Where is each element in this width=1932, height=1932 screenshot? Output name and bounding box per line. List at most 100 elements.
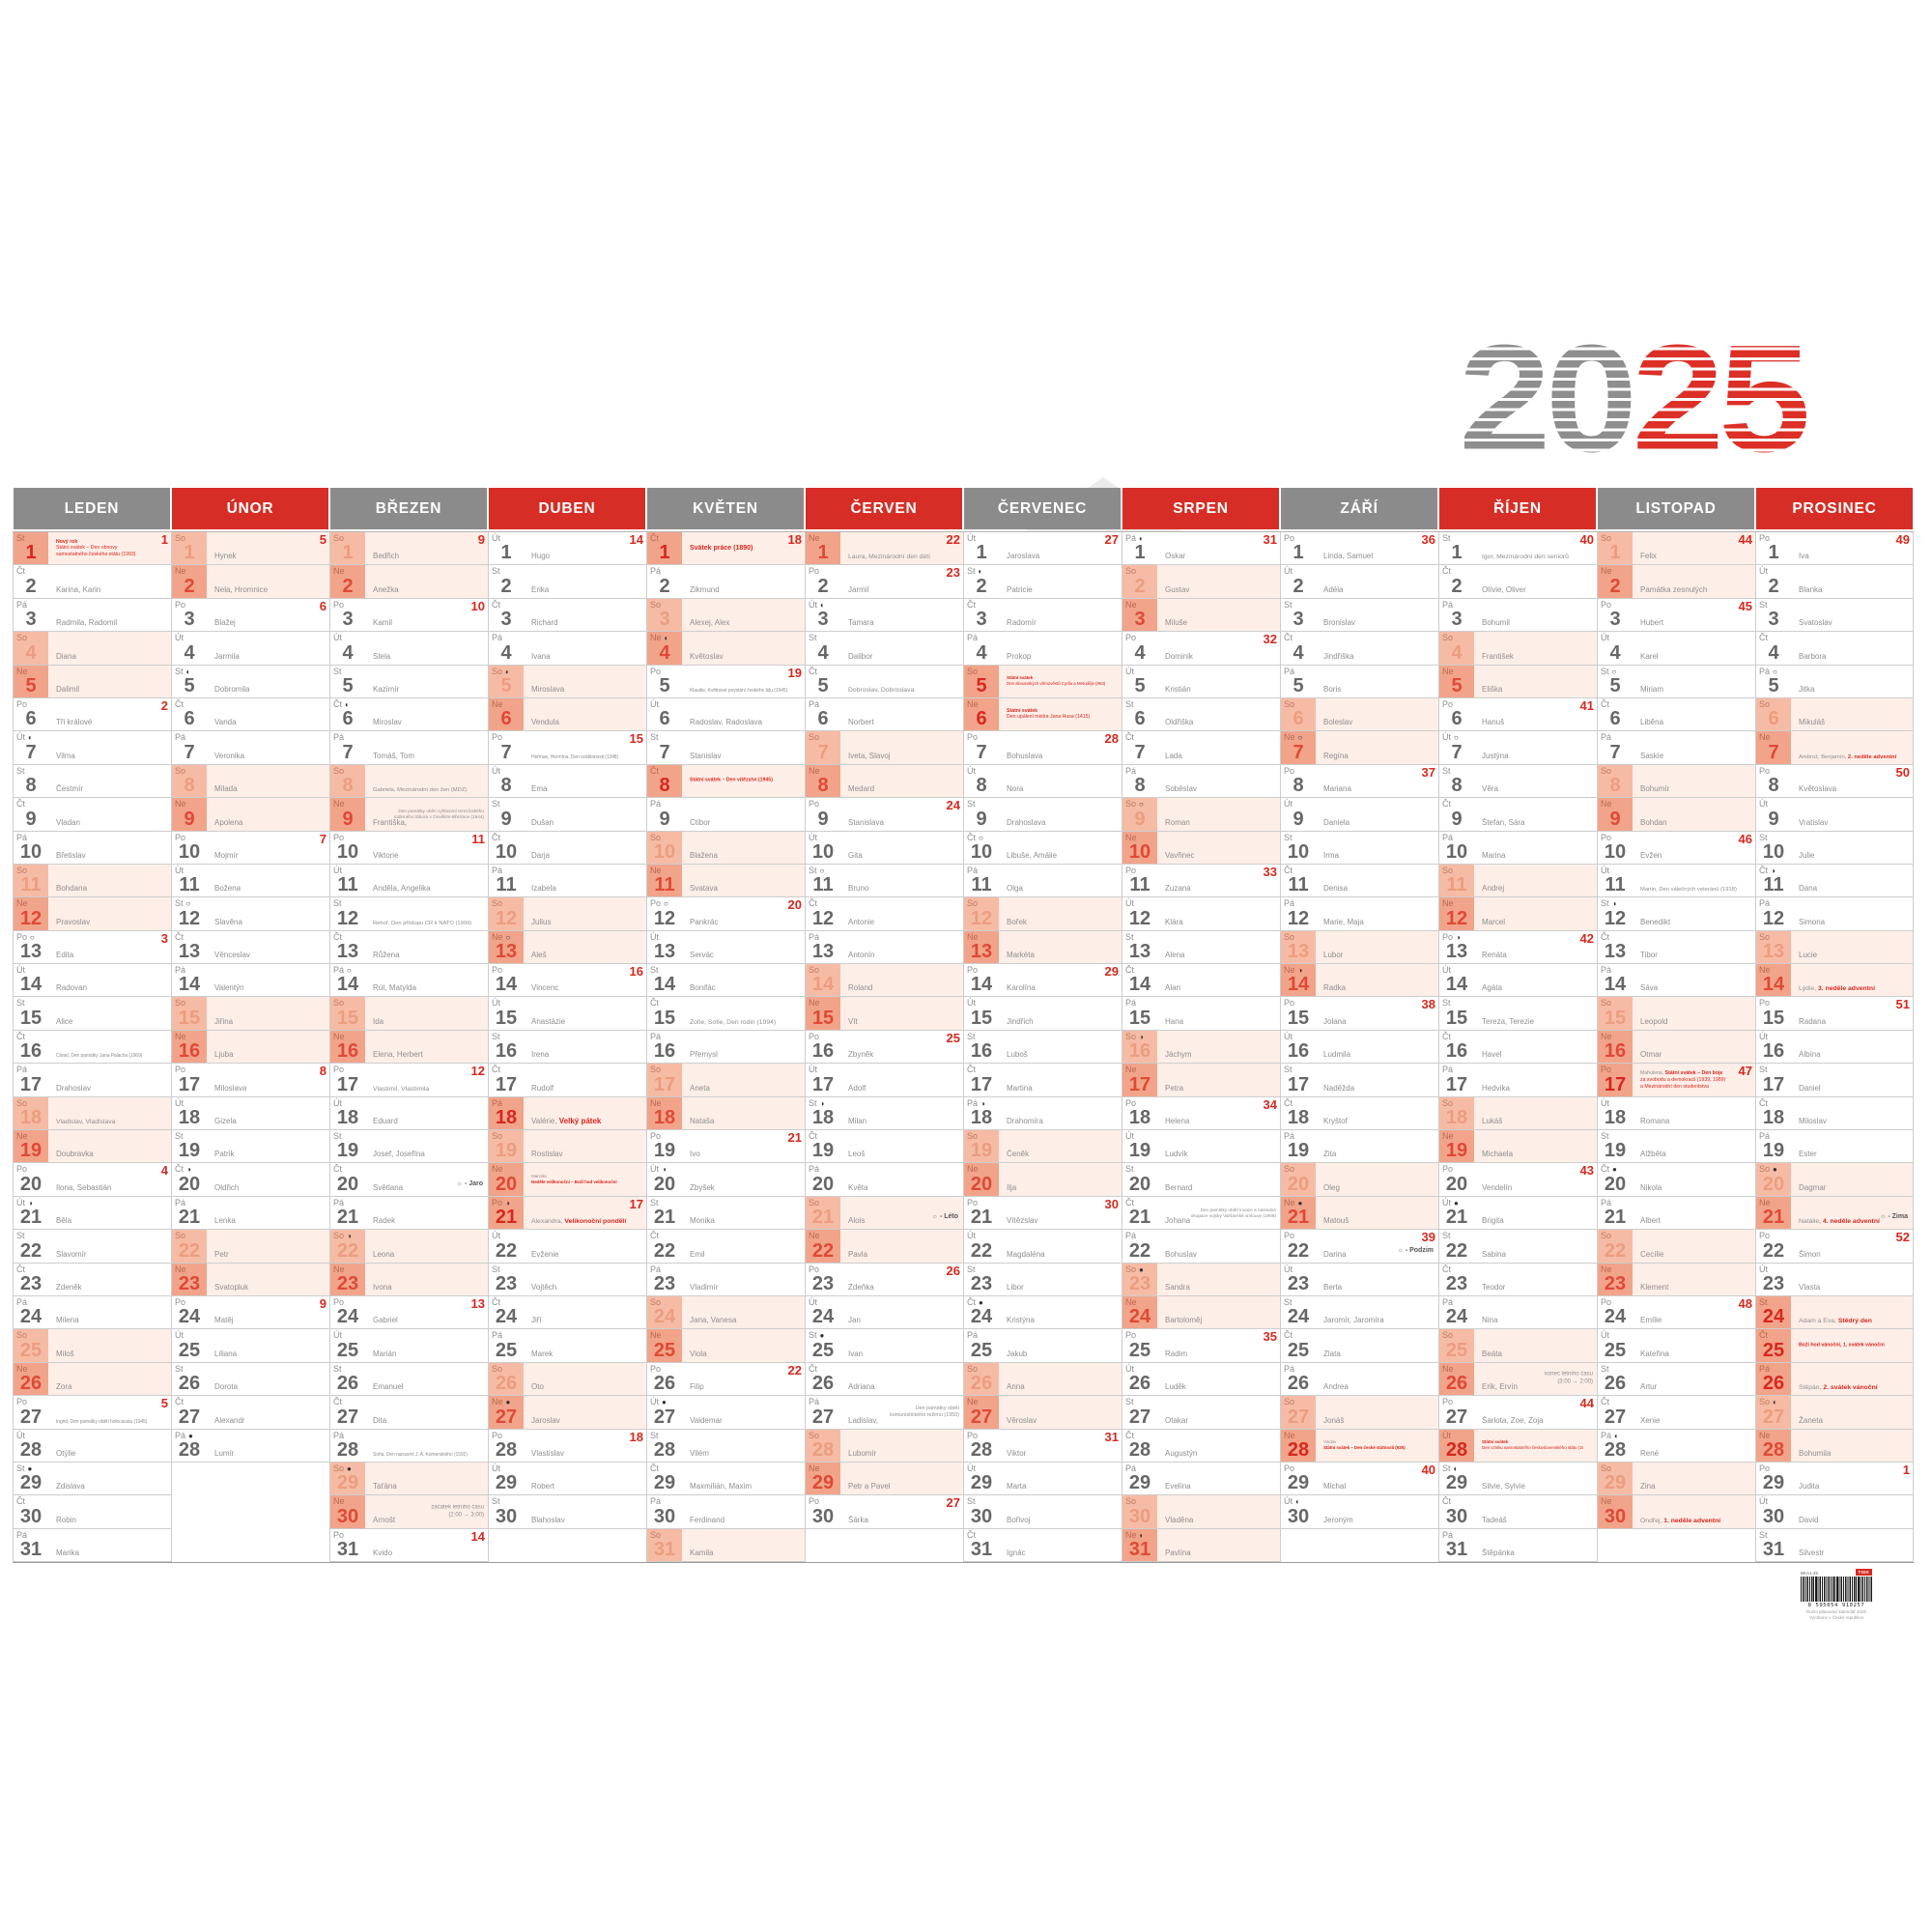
day-cell: St ● 25 Ivan — [805, 1329, 963, 1363]
day-number: 18 — [1287, 1107, 1310, 1129]
day-cell: St 30 Bořivoj — [963, 1495, 1122, 1529]
month-header: PROSINEC — [1756, 488, 1913, 529]
weekday-abbr: St — [809, 633, 817, 643]
day-number: 20 — [970, 1173, 993, 1195]
day-number: 27 — [495, 1406, 518, 1428]
day-number-block — [647, 1295, 682, 1329]
weekday-abbr: Út — [650, 931, 659, 942]
name-day-text: Šárka — [848, 1515, 868, 1524]
name-day: Marek — [531, 1350, 644, 1358]
week-number: 10 — [470, 598, 485, 613]
name-day-text: Blanka — [1799, 584, 1823, 594]
weekday-abbr: Ne — [1759, 1197, 1771, 1208]
day-cell: Po 17 Vlastimil, Vlastimila 12 — [329, 1064, 488, 1097]
name-day: Berta — [1323, 1283, 1436, 1292]
name-day: Vlastimil, Vlastimila — [373, 1086, 486, 1093]
name-day-text: Jonáš — [1323, 1415, 1345, 1425]
day-cell: Pá ○ 14 Rút, Matylda — [329, 964, 488, 998]
weekday-abbr: St — [1442, 998, 1451, 1009]
holiday-label: Neděle velikonoční – Boží hod velikonočn… — [531, 1179, 617, 1185]
day-cell: Út 25 Liliana — [171, 1329, 329, 1363]
day-cell: Ne 25 Viola — [646, 1329, 805, 1363]
day-number-block — [172, 1030, 207, 1064]
name-day-text: Dana — [1799, 884, 1818, 894]
weekday-abbr: So — [1284, 1397, 1295, 1407]
day-cell: Ne 10 Vavřinec — [1122, 831, 1280, 865]
weekday-abbr: Čt ● — [967, 1296, 983, 1307]
name-day-text: Radoslav, Radoslava — [690, 718, 763, 727]
day-cell: Pá 29 Evelína — [1122, 1462, 1280, 1496]
name-day-text: Tomáš, Tom — [373, 751, 414, 760]
weekday-abbr: Ne — [492, 698, 503, 709]
name-day: Jan — [848, 1316, 961, 1324]
name-day-text: Michaela — [1482, 1150, 1514, 1159]
holiday-text: Státní svátek Den upálení mistra Jana Hus… — [1007, 708, 1108, 722]
day-number: 18 — [1128, 1107, 1151, 1129]
day-number: 6 — [500, 708, 512, 730]
month-header: KVĚTEN — [647, 488, 804, 529]
holiday-text-line: a Mezinárodní den studentstva — [1640, 1083, 1742, 1090]
week-number: 2 — [160, 697, 168, 713]
name-day-text: Edita — [56, 951, 74, 960]
day-cell: St 2 Erika — [488, 565, 646, 599]
weekday-abbr: St — [492, 1496, 500, 1507]
weekday-abbr: Čt — [1125, 1197, 1134, 1208]
weekday-abbr: Čt — [1284, 1330, 1293, 1341]
day-number: 15 — [653, 1007, 676, 1029]
name-day: Ema — [531, 784, 644, 793]
name-day-text: Ivo — [690, 1150, 700, 1159]
day-number-block — [1756, 964, 1791, 997]
weekday-abbr: Ne — [650, 1097, 662, 1108]
moon-phase-icon: ◐ — [1773, 1398, 1777, 1407]
day-number: 11 — [1605, 874, 1626, 896]
day-number: 22 — [19, 1239, 43, 1262]
week-number: 39 — [1421, 1230, 1435, 1245]
day-cell: Út 11 Božena — [171, 864, 329, 898]
name-day: Bruno — [848, 884, 961, 893]
name-day: Viktorie — [373, 851, 486, 860]
name-day: Otmar — [1640, 1050, 1753, 1059]
name-day-text: Gizela — [214, 1117, 237, 1126]
day-cell: Pá 17 Drahoslav — [13, 1064, 171, 1097]
weekday-abbr: Po — [1284, 998, 1295, 1009]
name-day: Izabela — [531, 884, 644, 893]
weekday-abbr: St ● — [16, 1463, 33, 1473]
name-day: Alexandr — [214, 1416, 327, 1425]
day-cell: St 20 Bernard — [1122, 1163, 1280, 1197]
weekday-abbr: Pá — [650, 1496, 662, 1507]
day-number-block — [489, 1163, 524, 1196]
name-day-text: Benedikt — [1640, 917, 1671, 926]
name-day-text: Magdaléna — [1007, 1249, 1045, 1259]
weekday-abbr: Po — [492, 965, 503, 976]
day-number: 4 — [817, 641, 829, 664]
name-day-text: Zlata — [1323, 1349, 1341, 1358]
day-cell: Po 14 Karolína 29 — [963, 964, 1122, 998]
weekday-abbr: Po — [1125, 1097, 1137, 1108]
day-cell: So 13 Lubor — [1280, 930, 1438, 965]
day-number: 3 — [817, 609, 829, 631]
day-cell: Út 8 Nora — [963, 764, 1122, 799]
day-cell: Po 18 Helena 34 — [1122, 1096, 1280, 1131]
weekday-abbr: So — [809, 1197, 820, 1208]
holiday-text-line: Státní svátek — [1482, 1439, 1583, 1445]
month-days: Út 1 Jaroslava 27 St ◐ 2 Patricie Čt 3 Radomír Pá 4 P… — [963, 531, 1122, 1563]
name-day-text: Viola — [690, 1349, 707, 1358]
weekday-abbr: St ◑ — [809, 1097, 825, 1108]
name-day: Emanuel — [373, 1382, 486, 1391]
name-day: Zbyněk — [848, 1050, 961, 1059]
day-number: 6 — [1768, 708, 1779, 730]
week-number: 7 — [319, 831, 327, 846]
name-day: Lukáš — [1482, 1117, 1595, 1125]
day-number: 28 — [1128, 1438, 1151, 1461]
day-cell: Út 12 Klára — [1122, 897, 1280, 931]
name-day-text: Radmila, Radomil — [56, 618, 118, 628]
day-number: 9 — [1768, 808, 1779, 830]
name-day: Alice — [56, 1017, 169, 1026]
month-header: LEDEN — [14, 488, 170, 529]
day-cell: Pá 12 Marie, Maja — [1280, 897, 1438, 931]
weekday-abbr: Út ◐ — [809, 599, 825, 610]
weekday-abbr: St — [333, 1363, 342, 1374]
day-cell: Ne 30 Arnošt začátek letního času (2:00 → 3:… — [329, 1495, 488, 1529]
day-cell: Út 14 Radovan — [13, 964, 171, 998]
day-number: 2 — [976, 575, 987, 597]
